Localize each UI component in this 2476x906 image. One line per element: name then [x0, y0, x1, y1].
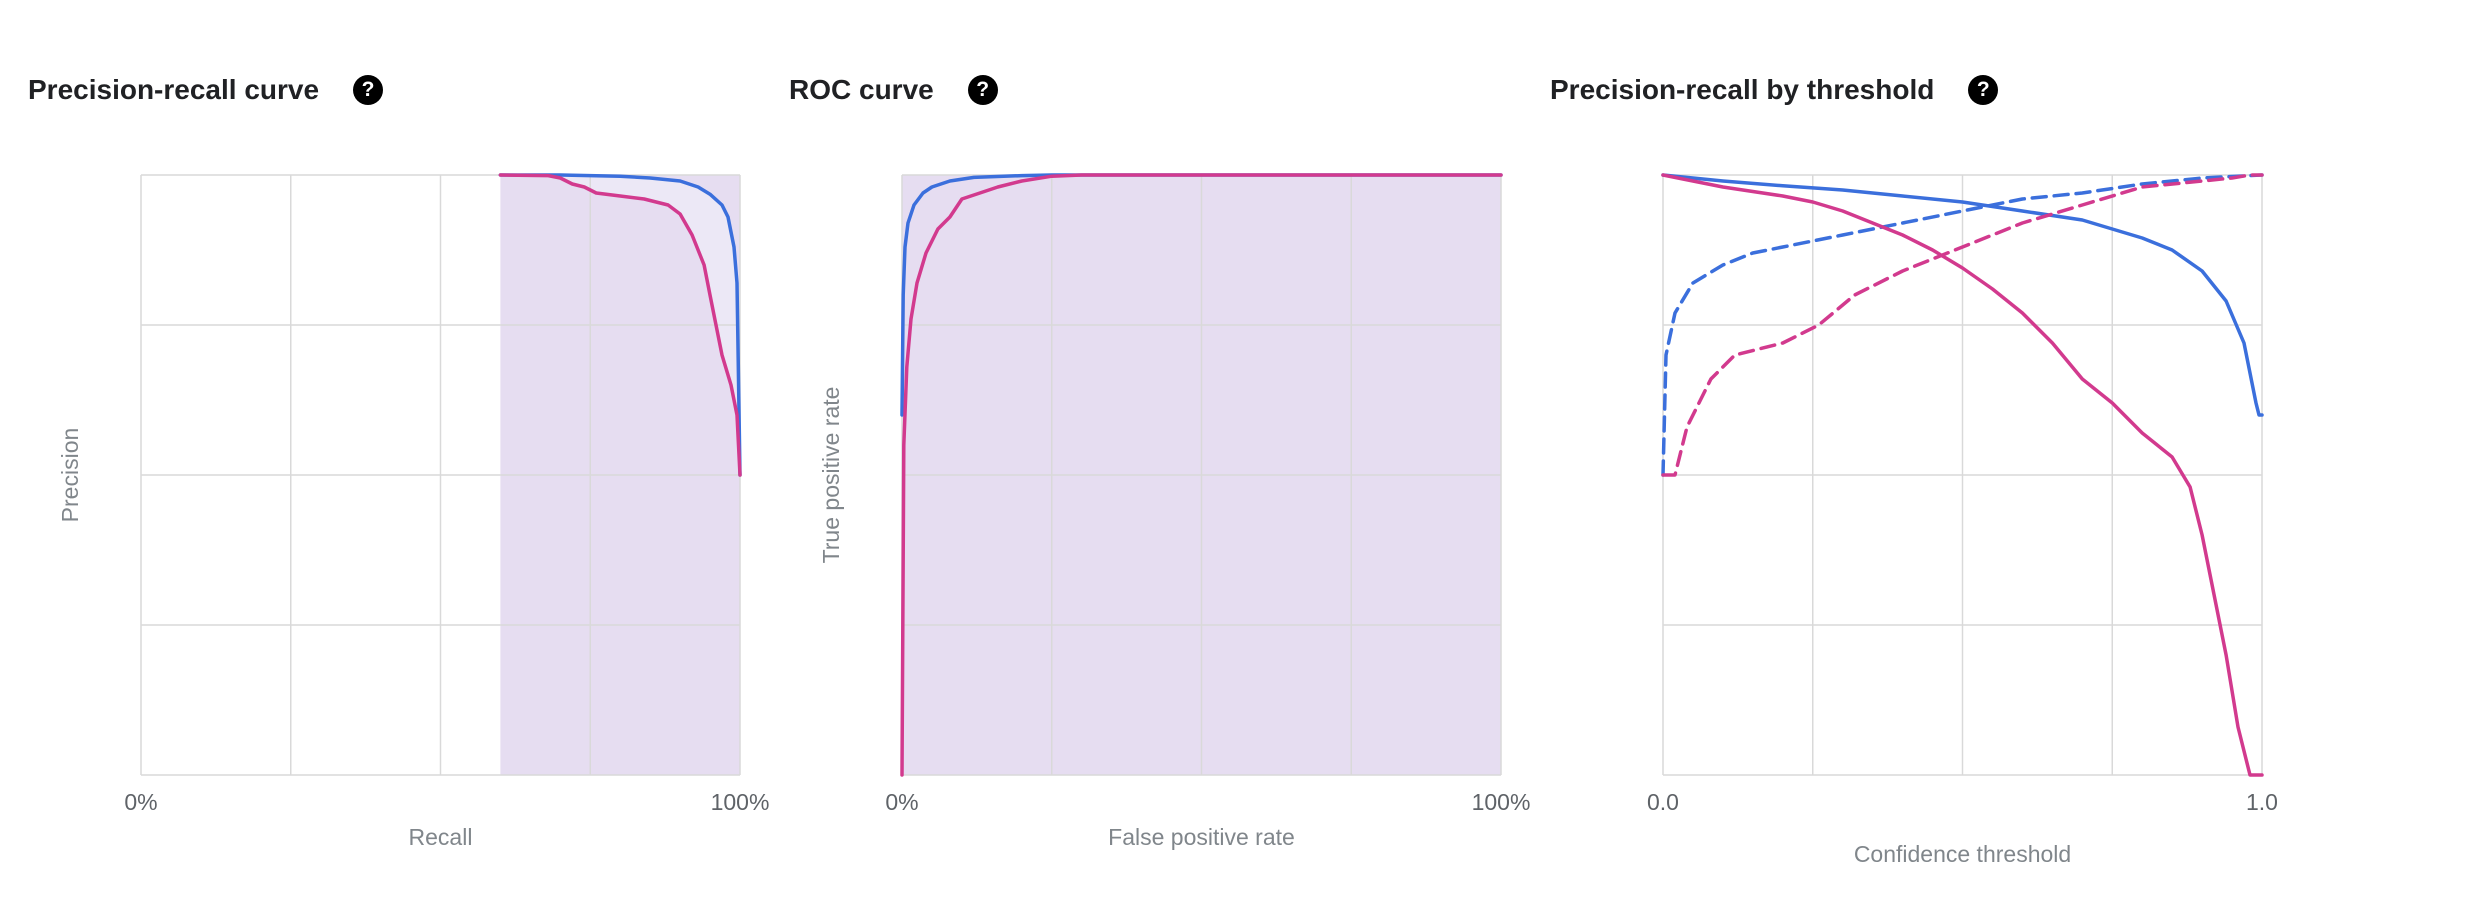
x-tick-label: 0% — [885, 789, 918, 815]
panel-title: ROC curve — [789, 74, 934, 105]
y-axis-title: Precision — [57, 428, 83, 523]
series-line-pink — [900, 173, 1503, 777]
x-tick-label: 1.0 — [2246, 789, 2278, 815]
panel-title: Precision-recall curve — [28, 74, 320, 105]
roc-chart: 0% 100% False positive rate True positive r… — [818, 173, 1531, 850]
series-line-pink — [1661, 173, 2264, 777]
panel-roc: ROC curve ? 0% 100% False positive rate Tru… — [761, 0, 1531, 906]
x-tick-label: 100% — [1472, 789, 1531, 815]
precision-recall-chart: 0% 100% Recall Precision — [57, 173, 770, 850]
x-axis-title: Confidence threshold — [1854, 841, 2071, 867]
series-line-blue — [498, 173, 742, 477]
x-axis-title: False positive rate — [1108, 824, 1295, 850]
panel-title: Precision-recall by threshold — [1550, 74, 1935, 105]
help-icon[interactable]: ? — [353, 75, 384, 105]
help-icon[interactable]: ? — [1968, 75, 1999, 105]
x-tick-label: 0% — [124, 789, 157, 815]
panel-precision-recall: Precision-recall curve ? 0% 100% Recall Pre… — [0, 0, 770, 906]
x-axis-title: Recall — [409, 824, 473, 850]
panel-header: Precision-recall curve ? — [28, 74, 384, 106]
x-tick-label: 100% — [711, 789, 770, 815]
series-line-blue-dashed — [1661, 173, 2264, 477]
series-line-pink-dashed — [1661, 173, 2264, 477]
series-line-blue — [1661, 173, 2264, 417]
panel-header: Precision-recall by threshold ? — [1550, 74, 1999, 106]
y-axis-title: True positive rate — [818, 387, 844, 564]
panel-header: ROC curve ? — [789, 74, 998, 106]
series-line-blue — [900, 173, 1503, 417]
x-tick-label: 0.0 — [1647, 789, 1679, 815]
area-between-curves — [500, 175, 740, 475]
threshold-chart: 0.0 1.0 Confidence threshold — [1647, 173, 2278, 867]
panel-threshold: Precision-recall by threshold ? 0.0 1.0 Co… — [1522, 0, 2292, 906]
help-icon[interactable]: ? — [967, 75, 998, 105]
series-line-pink — [498, 173, 742, 477]
